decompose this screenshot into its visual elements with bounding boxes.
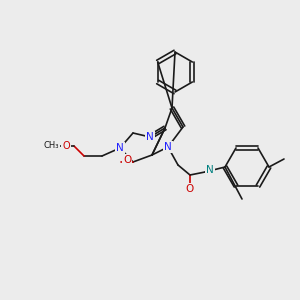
Text: N: N [116,143,124,153]
Text: O: O [123,155,131,165]
Text: CH₃: CH₃ [43,142,59,151]
Text: N: N [164,142,172,152]
Text: O: O [186,184,194,194]
Text: N: N [206,165,214,175]
Text: O: O [62,141,70,151]
Text: N: N [146,132,154,142]
